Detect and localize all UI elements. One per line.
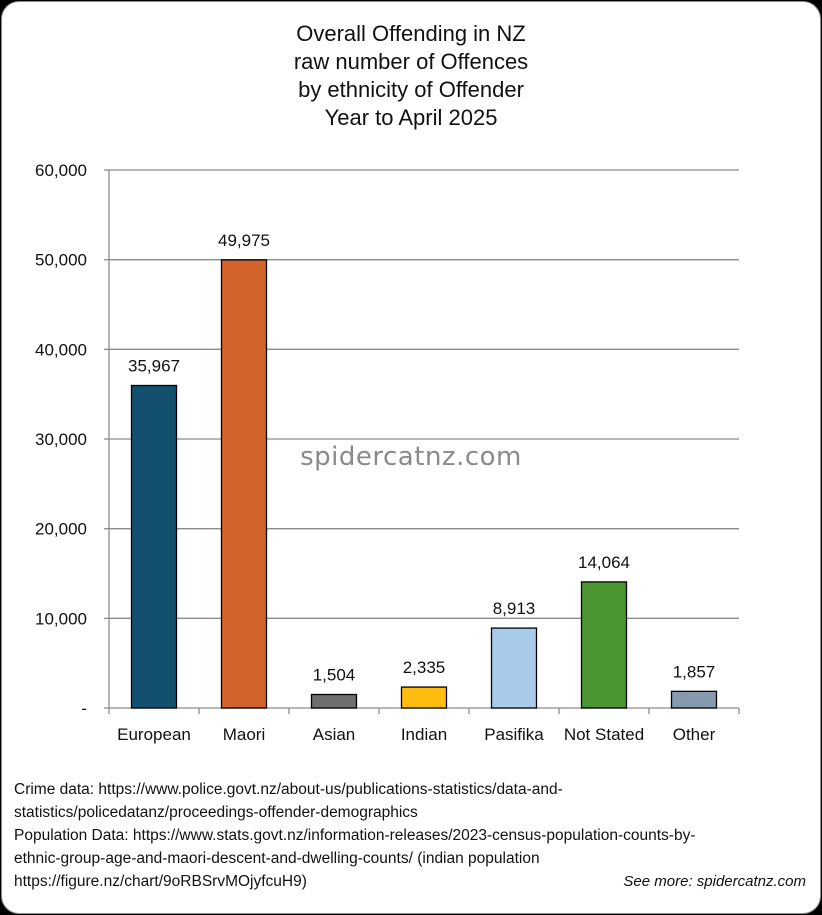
category-label: Asian	[313, 725, 356, 744]
y-tick-label: 20,000	[35, 520, 87, 539]
title-line-2: raw number of Offences	[293, 49, 529, 74]
category-label: Indian	[401, 725, 447, 744]
category-label: Pasifika	[484, 725, 544, 744]
y-tick-label: 30,000	[35, 430, 87, 449]
y-tick-label: 60,000	[35, 161, 87, 180]
source-line-5: https://figure.nz/chart/9oRBSrvMOjyfcuH9…	[14, 873, 307, 890]
data-label: 2,335	[403, 658, 446, 677]
data-label: 49,975	[218, 231, 270, 250]
bar-indian	[400, 686, 448, 709]
y-tick-label: 50,000	[35, 251, 87, 270]
source-line-3: Population Data: https://www.stats.govt.…	[14, 827, 696, 844]
y-tick-label: 40,000	[35, 340, 87, 359]
data-label: 14,064	[578, 553, 630, 572]
data-label: 35,967	[128, 356, 180, 375]
source-line-1: Crime data: https://www.police.govt.nz/a…	[14, 781, 563, 798]
category-label: Not Stated	[564, 725, 644, 744]
title-line-3: by ethnicity of Offender	[298, 77, 524, 102]
data-label: 1,857	[673, 662, 716, 681]
data-label: 1,504	[313, 666, 356, 685]
category-label: Other	[673, 725, 716, 744]
bar-maori	[220, 259, 268, 709]
bar-other	[670, 690, 718, 709]
source-line-2: statistics/policedatanz/proceedings-offe…	[14, 804, 418, 821]
watermark-text: spidercatnz.com	[300, 442, 522, 472]
title-line-1: Overall Offending in NZ	[296, 21, 526, 46]
bar-asian	[310, 693, 358, 709]
bar-european	[130, 384, 178, 709]
see-more-credit: See more: spidercatnz.com	[623, 873, 806, 890]
bar-pasifika	[490, 627, 538, 709]
category-label: Maori	[223, 725, 266, 744]
title-line-4: Year to April 2025	[324, 105, 498, 130]
bar-not-stated	[580, 581, 628, 709]
source-notes: Crime data: https://www.police.govt.nz/a…	[14, 778, 814, 893]
category-label: European	[117, 725, 191, 744]
source-line-4: ethnic-group-age-and-maori-descent-and-d…	[14, 850, 540, 867]
chart-title: Overall Offending in NZ raw number of Of…	[0, 20, 822, 132]
y-tick-label: 10,000	[35, 609, 87, 628]
y-tick-label: -	[81, 699, 87, 718]
data-label: 8,913	[493, 599, 536, 618]
